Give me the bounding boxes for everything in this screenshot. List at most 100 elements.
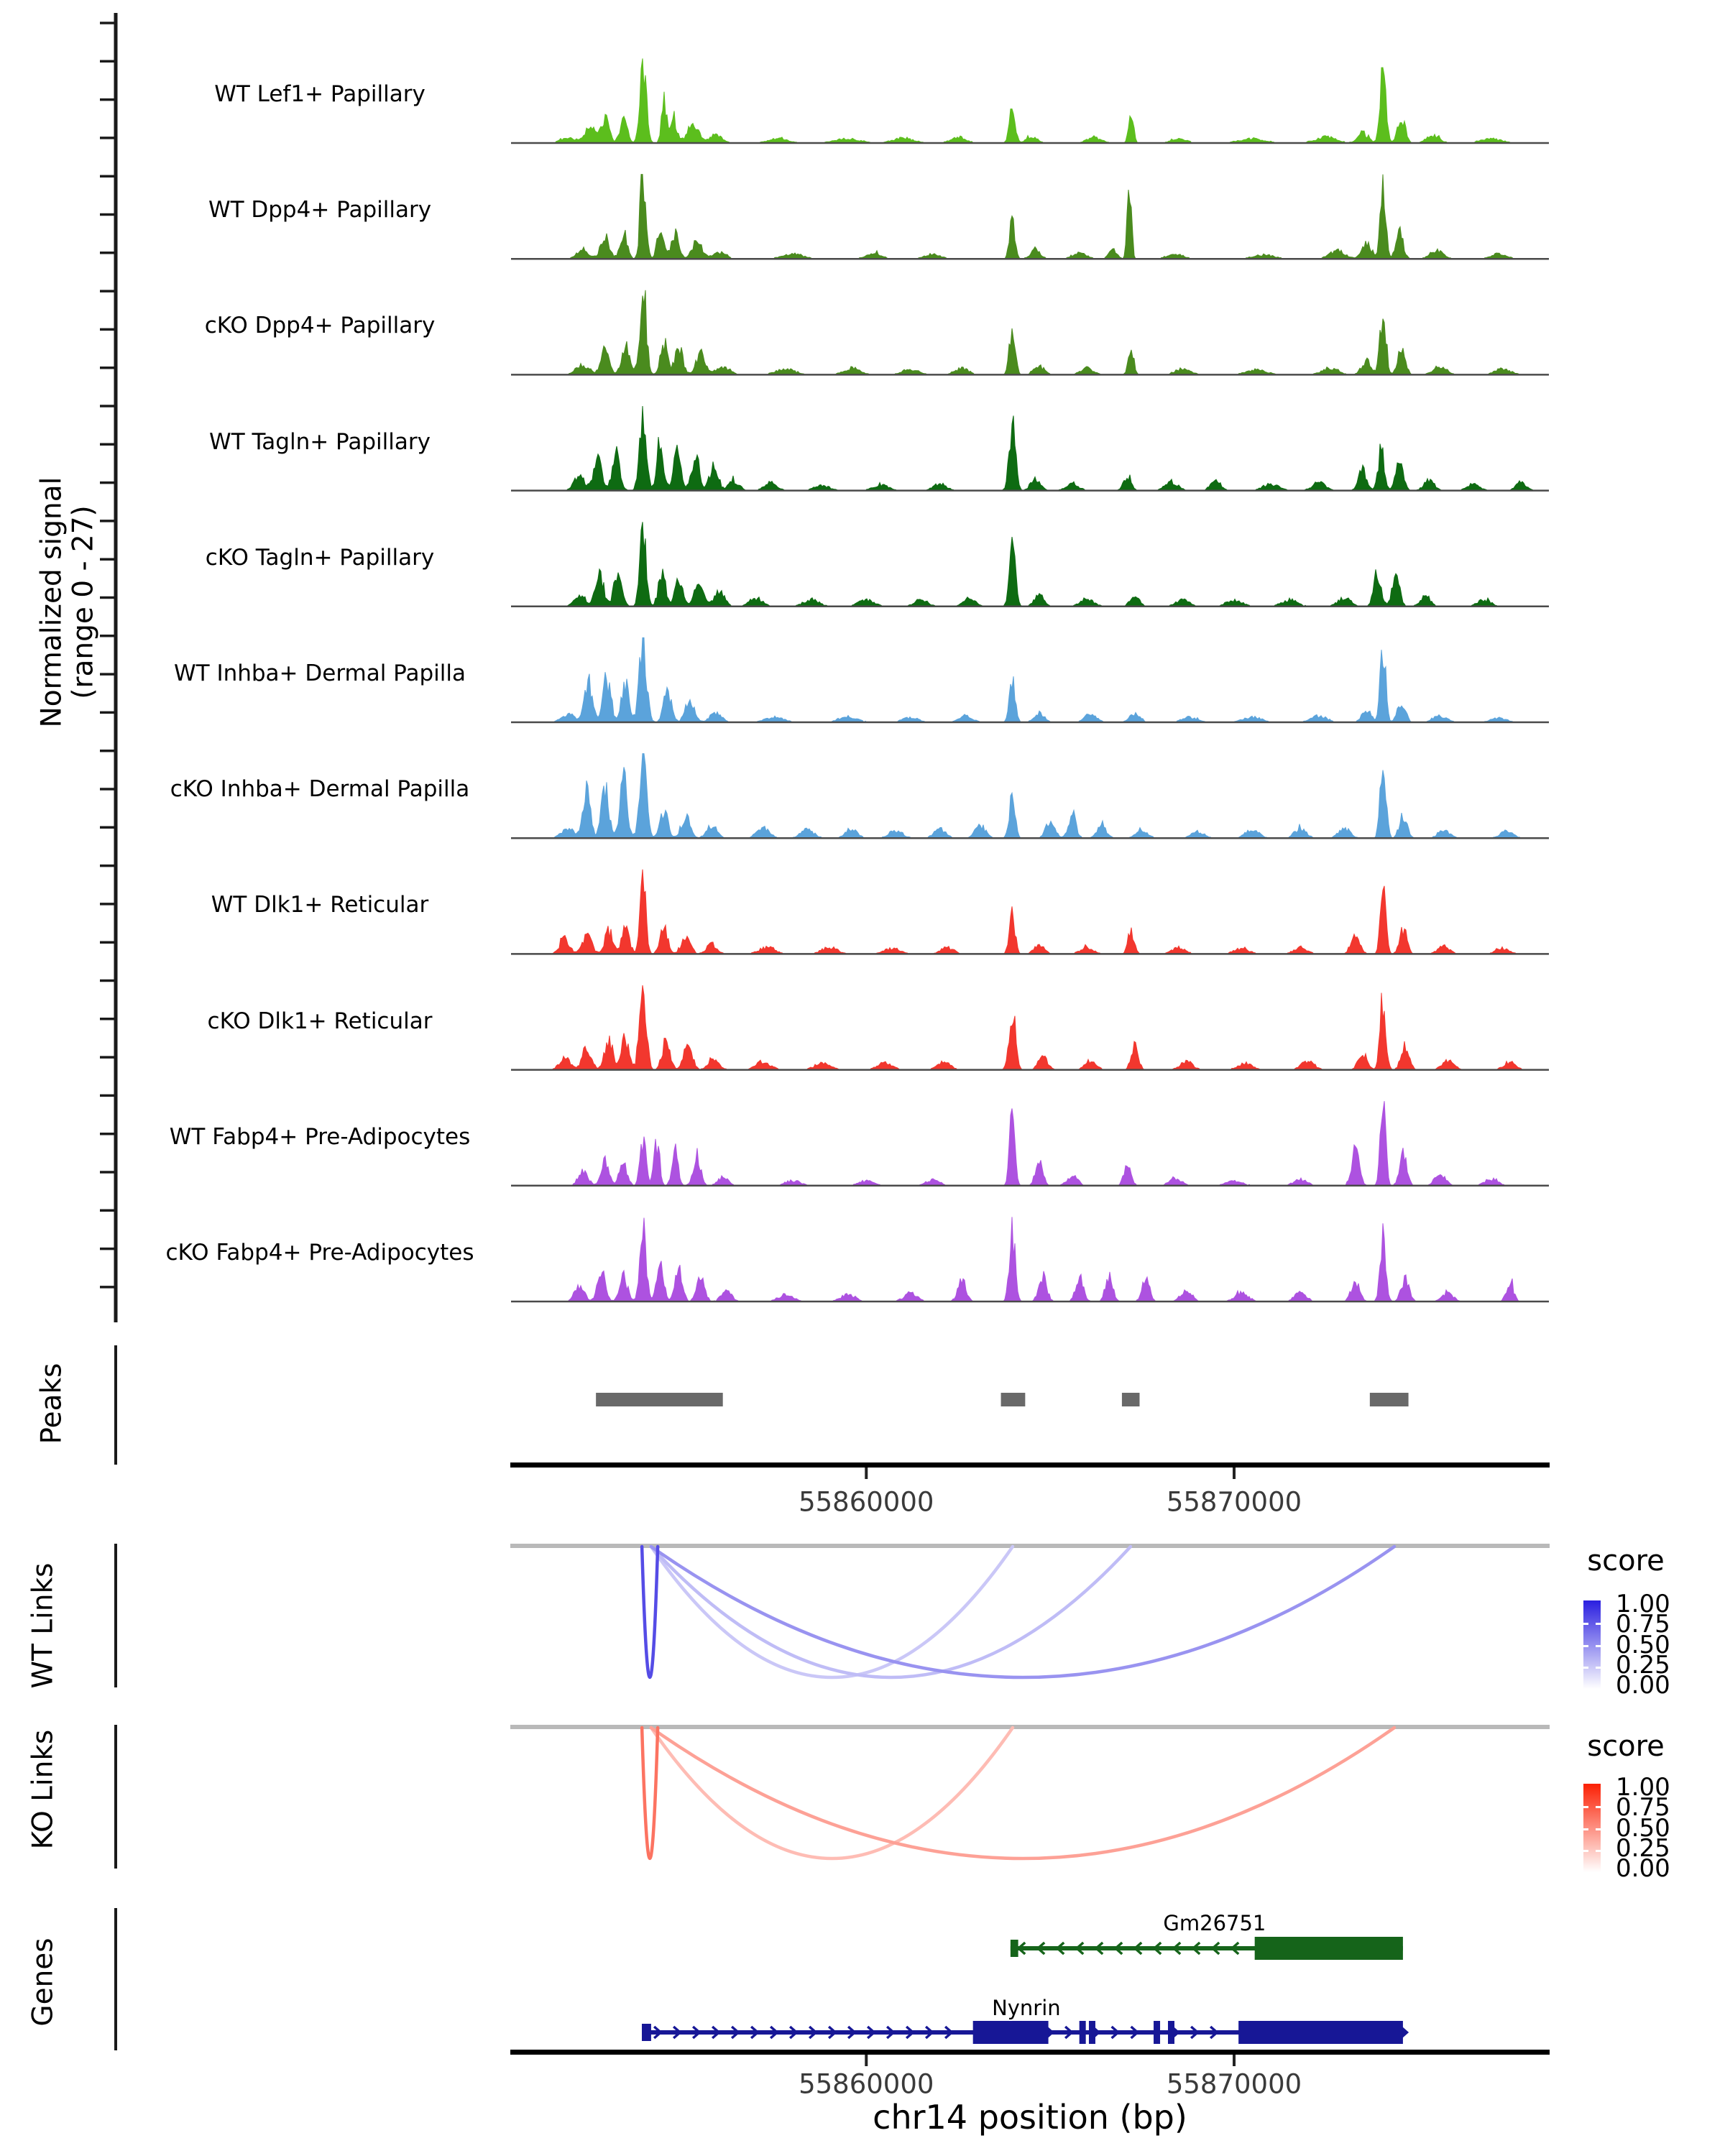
links-axis-line bbox=[114, 1544, 117, 1687]
signal-track-area bbox=[513, 405, 1547, 492]
links-baseline bbox=[510, 1544, 1550, 1548]
gene-exon-bar bbox=[1079, 2021, 1086, 2044]
link-arc bbox=[640, 1544, 660, 1679]
x-axis-tick-top bbox=[865, 1468, 868, 1479]
strand-arrow-left-icon bbox=[1016, 1941, 1026, 1955]
gene-exon-bar bbox=[1088, 2021, 1095, 2044]
legend-notch bbox=[1583, 1622, 1588, 1625]
strand-arrow-left-icon bbox=[1075, 1941, 1085, 1955]
gene-name-label: Gm26751 bbox=[1163, 1911, 1266, 1935]
x-axis-tick-label-bottom: 55870000 bbox=[1166, 2068, 1302, 2100]
legend-notch bbox=[1596, 1805, 1601, 1808]
strand-arrow-right-icon bbox=[711, 2025, 721, 2040]
legend-notch bbox=[1583, 1644, 1588, 1647]
signal-track-label: WT Dlk1+ Reticular bbox=[211, 892, 429, 918]
signal-track-label: WT Tagln+ Papillary bbox=[209, 428, 431, 455]
signal-track-area bbox=[513, 522, 1547, 607]
links-legend-tick-label: 0.25 bbox=[1616, 1650, 1670, 1680]
strand-arrow-right-icon bbox=[808, 2025, 818, 2040]
strand-arrow-right-icon bbox=[1091, 2025, 1101, 2040]
links-baseline bbox=[510, 1725, 1550, 1729]
legend-notch bbox=[1596, 1667, 1601, 1669]
strand-arrow-right-icon bbox=[653, 2025, 663, 2040]
signal-track-label: cKO Dlk1+ Reticular bbox=[207, 1008, 433, 1034]
link-arc bbox=[649, 1544, 1015, 1680]
strand-arrow-right-icon bbox=[866, 2025, 876, 2040]
links-legend-tick-label: 0.25 bbox=[1616, 1833, 1670, 1863]
strand-arrow-left-icon bbox=[1210, 1941, 1220, 1955]
peaks-axis-line bbox=[114, 1345, 117, 1465]
signal-track-area bbox=[513, 174, 1547, 259]
links-legend-tick-label: 0.75 bbox=[1616, 1610, 1670, 1639]
link-arc bbox=[649, 1726, 1015, 1861]
link-arc bbox=[649, 1544, 1133, 1680]
signal-track-area bbox=[513, 869, 1547, 955]
strand-arrow-right-icon bbox=[1044, 2025, 1054, 2040]
strand-arrow-right-icon bbox=[1110, 2025, 1121, 2040]
strand-arrow-left-icon bbox=[1230, 1941, 1240, 1955]
ko-links-panel-label: KO Links bbox=[27, 1729, 60, 1850]
signal-track-label: cKO Dpp4+ Papillary bbox=[204, 313, 436, 339]
strand-arrow-left-icon bbox=[1191, 1941, 1201, 1955]
legend-notch bbox=[1596, 1828, 1601, 1830]
signal-track-area bbox=[513, 290, 1547, 375]
x-axis-line-top bbox=[510, 1462, 1550, 1468]
links-legend-tick-label: 0.00 bbox=[1616, 1671, 1670, 1700]
link-arc bbox=[640, 1726, 660, 1860]
strand-arrow-right-icon bbox=[769, 2025, 779, 2040]
signal-track-label: WT Lef1+ Papillary bbox=[214, 81, 426, 107]
signal-track-label: WT Dpp4+ Papillary bbox=[208, 197, 432, 224]
links-axis-line bbox=[114, 1725, 117, 1869]
genes-panel-label: Genes bbox=[27, 1938, 60, 2027]
legend-notch bbox=[1583, 1828, 1588, 1830]
links-legend-tick-label: 0.75 bbox=[1616, 1793, 1670, 1823]
gene-exon-bar bbox=[1167, 2021, 1174, 2044]
links-legend-title: score bbox=[1587, 1544, 1665, 1577]
wt-links-panel-label: WT Links bbox=[27, 1562, 60, 1689]
signal-y-axis-line bbox=[114, 13, 118, 1322]
legend-notch bbox=[1583, 1850, 1588, 1853]
genes-axis-line bbox=[114, 1908, 117, 2050]
x-axis-tick-label-bottom: 55860000 bbox=[799, 2068, 934, 2100]
strand-arrow-right-icon bbox=[788, 2025, 799, 2040]
strand-arrow-right-icon bbox=[847, 2025, 857, 2040]
gene-terminal-box bbox=[642, 2024, 651, 2041]
strand-arrow-right-icon bbox=[944, 2025, 954, 2040]
signal-track-label: cKO Fabp4+ Pre-Adipocytes bbox=[165, 1240, 474, 1266]
strand-arrow-right-icon bbox=[1190, 2025, 1200, 2040]
strand-arrow-right-icon bbox=[1064, 2025, 1074, 2040]
link-arc bbox=[649, 1544, 1397, 1680]
strand-arrow-right-icon bbox=[1130, 2025, 1140, 2040]
peak-interval bbox=[1000, 1393, 1026, 1406]
peak-interval bbox=[1121, 1393, 1140, 1406]
strand-arrow-right-icon bbox=[1170, 2025, 1180, 2040]
strand-arrow-left-icon bbox=[1055, 1941, 1065, 1955]
links-legend-tick-label: 0.00 bbox=[1616, 1854, 1670, 1883]
x-axis-line-bottom bbox=[510, 2050, 1550, 2055]
strand-arrow-left-icon bbox=[1133, 1941, 1143, 1955]
strand-arrow-right-icon bbox=[730, 2025, 740, 2040]
links-legend-colorbar bbox=[1583, 1784, 1601, 1872]
link-arc bbox=[649, 1726, 1397, 1861]
x-axis-tick-top bbox=[1233, 1468, 1236, 1479]
strand-arrow-right-icon bbox=[750, 2025, 760, 2040]
strand-arrow-left-icon bbox=[1113, 1941, 1123, 1955]
x-axis-tick-label-top: 55860000 bbox=[799, 1486, 934, 1518]
gene-exon-box bbox=[972, 2021, 1049, 2044]
strand-arrow-left-icon bbox=[1094, 1941, 1104, 1955]
links-legend-tick-label: 0.50 bbox=[1616, 1813, 1670, 1843]
legend-notch bbox=[1596, 1644, 1601, 1647]
strand-arrow-right-icon bbox=[905, 2025, 915, 2040]
links-legend-tick-label: 1.00 bbox=[1616, 1590, 1670, 1618]
legend-notch bbox=[1596, 1850, 1601, 1853]
legend-notch bbox=[1583, 1667, 1588, 1669]
gene-name-label: Nynrin bbox=[992, 1996, 1061, 2020]
signal-track-label: cKO Tagln+ Papillary bbox=[205, 544, 435, 571]
strand-arrow-right-icon bbox=[827, 2025, 837, 2040]
gene-exon-box bbox=[1254, 1937, 1403, 1960]
strand-arrow-right-icon bbox=[886, 2025, 896, 2040]
signal-track-area bbox=[513, 985, 1547, 1071]
strand-arrow-left-icon bbox=[1172, 1941, 1182, 1955]
